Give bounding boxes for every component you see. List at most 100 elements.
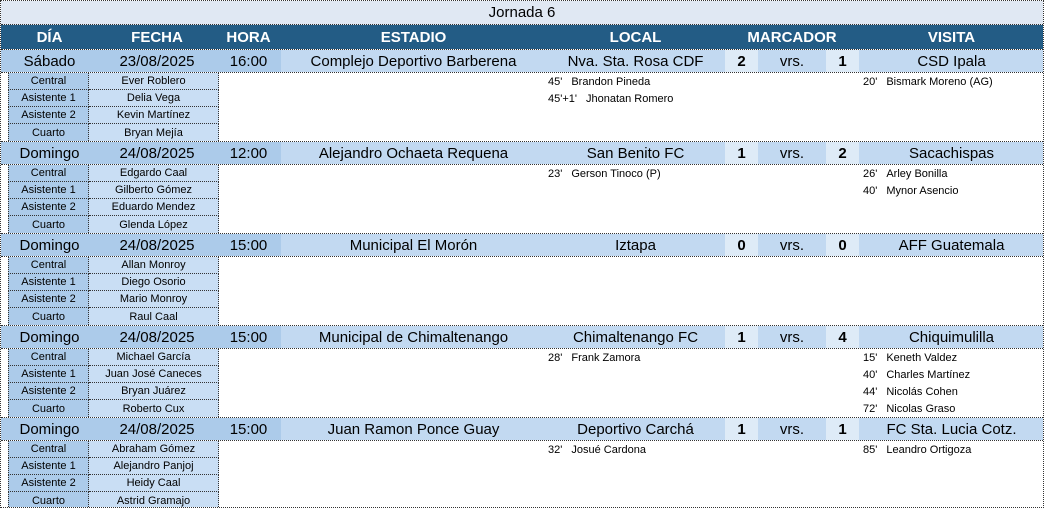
goal-minute: 45' bbox=[548, 75, 563, 88]
goal-player-name: Jhonatan Romero bbox=[585, 92, 674, 105]
away-team-cell: AFF Guatemala bbox=[859, 234, 1043, 256]
goal-player-name: Nicolas Graso bbox=[886, 402, 956, 415]
marcador-gap-spacer bbox=[758, 216, 859, 233]
detail-gap-spacer bbox=[219, 257, 546, 274]
marcador-gap-spacer bbox=[758, 182, 859, 199]
goal-minute: 28' bbox=[548, 351, 563, 364]
match-date-cell: 24/08/2025 bbox=[98, 326, 216, 348]
vrs-label: vrs. bbox=[758, 326, 826, 348]
detail-gap-spacer bbox=[219, 199, 546, 216]
away-team-cell: Sacachispas bbox=[859, 142, 1043, 164]
away-team-cell: FC Sta. Lucia Cotz. bbox=[859, 418, 1043, 440]
stadium-cell: Alejandro Ochaeta Requena bbox=[281, 142, 546, 164]
left-margin-spacer bbox=[1, 366, 8, 383]
detail-gap-spacer bbox=[219, 458, 546, 475]
official-role-cell: Cuarto bbox=[8, 124, 89, 141]
home-goal-entry bbox=[546, 308, 758, 325]
home-goal-entry: 45' Brandon Pineda bbox=[546, 73, 758, 90]
left-margin-spacer bbox=[1, 124, 8, 141]
left-margin-spacer bbox=[1, 90, 8, 107]
match-main-row: Sábado 23/08/2025 16:00 Complejo Deportivo … bbox=[1, 49, 1043, 73]
official-role-cell: Cuarto bbox=[8, 216, 89, 233]
match-day-cell: Domingo bbox=[1, 234, 98, 256]
goal-player-name: Charles Martínez bbox=[886, 368, 971, 381]
official-name-cell: Gilberto Gómez bbox=[89, 182, 219, 199]
goal-player-name: Josué Cardona bbox=[571, 443, 646, 456]
marcador-gap-spacer bbox=[758, 475, 859, 492]
match-main-row: Domingo 24/08/2025 15:00 Municipal de Chima… bbox=[1, 325, 1043, 349]
home-goal-entry bbox=[546, 182, 758, 199]
stadium-cell: Municipal de Chimaltenango bbox=[281, 326, 546, 348]
match-detail-row: Central Michael García 28' Frank Zamora 15' K… bbox=[1, 349, 1043, 366]
left-margin-spacer bbox=[1, 349, 8, 366]
home-goal-entry bbox=[546, 366, 758, 383]
marcador-gap-spacer bbox=[758, 199, 859, 216]
home-goal-entry bbox=[546, 257, 758, 274]
match-day-cell: Domingo bbox=[1, 326, 98, 348]
match-main-row: Domingo 24/08/2025 15:00 Municipal El Morón… bbox=[1, 233, 1043, 257]
goal-minute: 23' bbox=[548, 167, 563, 180]
official-role-cell: Asistente 2 bbox=[8, 199, 89, 216]
official-role-cell: Central bbox=[8, 441, 89, 458]
match-detail-row: Asistente 1 Juan José Caneces 40' Charles M… bbox=[1, 366, 1043, 383]
match-day-cell: Domingo bbox=[1, 418, 98, 440]
away-goal-entry bbox=[859, 291, 1043, 308]
home-goal-entry: 28' Frank Zamora bbox=[546, 349, 758, 366]
match-detail-row: Central Allan Monroy bbox=[1, 257, 1043, 274]
col-header-fecha: FECHA bbox=[131, 28, 183, 46]
detail-gap-spacer bbox=[219, 182, 546, 199]
home-team-cell: Chimaltenango FC bbox=[546, 326, 725, 348]
detail-gap-spacer bbox=[219, 90, 546, 107]
marcador-gap-spacer bbox=[758, 274, 859, 291]
home-goal-entry bbox=[546, 400, 758, 417]
away-goal-entry bbox=[859, 492, 1043, 507]
marcador-gap-spacer bbox=[758, 291, 859, 308]
match-time-cell: 15:00 bbox=[216, 326, 281, 348]
vrs-label: vrs. bbox=[758, 50, 826, 72]
goal-minute: 15' bbox=[863, 351, 878, 364]
away-goal-entry bbox=[859, 274, 1043, 291]
home-goal-entry bbox=[546, 274, 758, 291]
goal-player-name: Keneth Valdez bbox=[886, 351, 958, 364]
match-main-row: Domingo 24/08/2025 12:00 Alejandro Ochaeta … bbox=[1, 141, 1043, 165]
official-role-cell: Asistente 1 bbox=[8, 182, 89, 199]
goal-minute: 72' bbox=[863, 402, 878, 415]
away-score-cell: 1 bbox=[826, 50, 859, 72]
match-section: Domingo 24/08/2025 12:00 Alejandro Ochaeta … bbox=[1, 141, 1043, 233]
detail-gap-spacer bbox=[219, 383, 546, 400]
goal-player-name: Mynor Asencio bbox=[886, 184, 959, 197]
official-role-cell: Asistente 1 bbox=[8, 274, 89, 291]
home-goal-entry: 45'+1' Jhonatan Romero bbox=[546, 90, 758, 107]
match-time-cell: 15:00 bbox=[216, 234, 281, 256]
official-role-cell: Central bbox=[8, 257, 89, 274]
away-goal-entry bbox=[859, 90, 1043, 107]
left-margin-spacer bbox=[1, 291, 8, 308]
left-margin-spacer bbox=[1, 257, 8, 274]
away-goal-entry bbox=[859, 257, 1043, 274]
marcador-gap-spacer bbox=[758, 257, 859, 274]
away-goal-entry bbox=[859, 216, 1043, 233]
home-goal-entry bbox=[546, 199, 758, 216]
official-name-cell: Eduardo Mendez bbox=[89, 199, 219, 216]
home-team-cell: Iztapa bbox=[546, 234, 725, 256]
official-name-cell: Bryan Juárez bbox=[89, 383, 219, 400]
col-header-marcador: MARCADOR bbox=[747, 28, 837, 46]
goal-minute: 44' bbox=[863, 385, 878, 398]
left-margin-spacer bbox=[1, 492, 8, 507]
detail-gap-spacer bbox=[219, 441, 546, 458]
marcador-gap-spacer bbox=[758, 492, 859, 507]
home-goal-entry: 32' Josué Cardona bbox=[546, 441, 758, 458]
home-score-cell: 1 bbox=[725, 418, 758, 440]
detail-gap-spacer bbox=[219, 165, 546, 182]
left-margin-spacer bbox=[1, 458, 8, 475]
left-margin-spacer bbox=[1, 441, 8, 458]
official-name-cell: Bryan Mejía bbox=[89, 124, 219, 141]
official-name-cell: Mario Monroy bbox=[89, 291, 219, 308]
match-detail-row: Asistente 2 Heidy Caal bbox=[1, 475, 1043, 492]
left-margin-spacer bbox=[1, 199, 8, 216]
match-sections: Sábado 23/08/2025 16:00 Complejo Deportivo … bbox=[1, 49, 1043, 507]
left-margin-spacer bbox=[1, 182, 8, 199]
goal-player-name: Bismark Moreno (AG) bbox=[886, 75, 993, 88]
vrs-label: vrs. bbox=[758, 142, 826, 164]
